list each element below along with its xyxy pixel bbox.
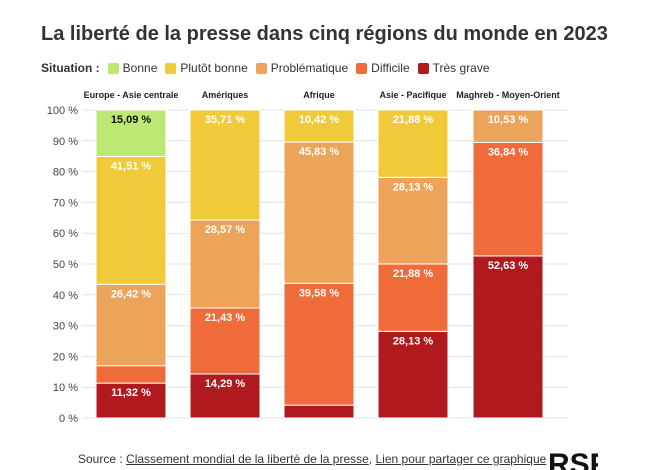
svg-text:RSF: RSF bbox=[548, 448, 598, 470]
data-label: 35,71 % bbox=[205, 114, 246, 126]
legend-swatch bbox=[107, 62, 119, 74]
data-label: 28,57 % bbox=[205, 224, 246, 236]
y-tick-label: 40 % bbox=[53, 290, 78, 302]
data-label: 11,32 % bbox=[111, 387, 151, 399]
bar-segment bbox=[472, 109, 544, 143]
bar-segment bbox=[283, 404, 355, 419]
bar-segment bbox=[189, 307, 261, 375]
data-label: 41,51 % bbox=[111, 160, 152, 172]
legend-item-difficile: Difficile bbox=[356, 61, 410, 75]
bar-segment bbox=[95, 283, 167, 367]
category-label: Maghreb - Moyen-Orient bbox=[456, 90, 560, 100]
category-label: Asie - Pacifique bbox=[379, 90, 446, 100]
rsf-logo: RSF bbox=[548, 444, 598, 470]
data-label: 28,13 % bbox=[393, 181, 434, 193]
y-tick-label: 60 % bbox=[53, 228, 78, 240]
data-label: 52,63 % bbox=[488, 260, 529, 272]
category-label: Amériques bbox=[202, 90, 249, 100]
source-prefix: Source : bbox=[78, 452, 127, 466]
bar-segment bbox=[95, 382, 167, 419]
bar-segment bbox=[283, 282, 355, 406]
stacked-bar-chart: 0 % 10 % 20 % 30 % 40 % 50 % 60 % 70 % 80 % 90 % 1… bbox=[47, 90, 568, 425]
legend-item-plutot-bonne: Plutôt bonne bbox=[165, 61, 248, 75]
data-label: 36,84 % bbox=[488, 146, 529, 158]
source-line: Source : Classement mondial de la libert… bbox=[78, 452, 546, 466]
y-tick-label: 20 % bbox=[53, 351, 78, 363]
bar-segment bbox=[377, 176, 449, 265]
legend-item-tres-grave: Très grave bbox=[417, 61, 490, 75]
bar-segment bbox=[95, 109, 167, 157]
data-label: 10,53 % bbox=[488, 114, 529, 126]
y-tick-label: 80 % bbox=[53, 167, 78, 179]
bar-segment bbox=[377, 330, 449, 419]
bar-segment bbox=[189, 219, 261, 309]
y-tick-label: 30 % bbox=[53, 321, 78, 333]
legend-item-problematique: Problématique bbox=[255, 61, 349, 75]
bar-segment bbox=[189, 109, 261, 221]
data-label: 39,58 % bbox=[299, 287, 340, 299]
data-label: 15,09 % bbox=[111, 114, 152, 126]
legend-swatch bbox=[417, 62, 429, 74]
data-label: 21,88 % bbox=[393, 114, 434, 126]
y-tick-label: 90 % bbox=[53, 136, 78, 148]
bar-segment bbox=[189, 373, 261, 419]
data-label: 28,13 % bbox=[393, 335, 434, 347]
data-label: 45,83 % bbox=[299, 146, 340, 158]
chart-title: La liberté de la presse dans cinq région… bbox=[41, 23, 608, 45]
data-label: 21,43 % bbox=[205, 312, 246, 324]
legend-item-label: Difficile bbox=[371, 61, 410, 75]
category-label: Afrique bbox=[303, 90, 335, 100]
source-separator: , bbox=[368, 452, 376, 466]
y-tick-label: 0 % bbox=[59, 413, 78, 425]
legend-item-label: Plutôt bonne bbox=[180, 61, 248, 75]
bar-segment bbox=[283, 109, 355, 143]
bar-segment bbox=[472, 255, 544, 419]
rsf-logo-mark: RSF bbox=[548, 448, 598, 470]
y-tick-label: 70 % bbox=[53, 197, 78, 209]
legend-label: Situation : bbox=[41, 61, 100, 75]
bar-segment bbox=[472, 141, 544, 257]
share-chart-link[interactable]: Lien pour partager ce graphique bbox=[375, 452, 547, 466]
bar-segment bbox=[95, 365, 167, 384]
bar-segment bbox=[377, 109, 449, 178]
bar-segment bbox=[377, 263, 449, 332]
bar-segment bbox=[95, 155, 167, 285]
data-label: 26,42 % bbox=[111, 288, 152, 300]
legend-item-label: Problématique bbox=[270, 61, 349, 75]
legend-swatch bbox=[356, 62, 368, 74]
y-tick-label: 100 % bbox=[47, 105, 78, 117]
legend-item-label: Bonne bbox=[122, 61, 158, 75]
bar-segment bbox=[283, 141, 355, 284]
legend-item-bonne: Bonne bbox=[107, 61, 158, 75]
legend-item-label: Très grave bbox=[432, 61, 490, 75]
category-label: Europe - Asie centrale bbox=[84, 90, 179, 100]
data-label: 14,29 % bbox=[205, 378, 246, 390]
data-label: 21,88 % bbox=[393, 268, 434, 280]
legend-swatch bbox=[255, 62, 267, 74]
source-link-ranking[interactable]: Classement mondial de la liberté de la p… bbox=[126, 452, 369, 466]
legend: Situation : Bonne Plutôt bonne Problémat… bbox=[41, 60, 498, 76]
y-tick-label: 10 % bbox=[53, 382, 78, 394]
legend-swatch bbox=[165, 62, 177, 74]
data-label: 10,42 % bbox=[299, 114, 340, 126]
y-tick-label: 50 % bbox=[53, 259, 78, 271]
